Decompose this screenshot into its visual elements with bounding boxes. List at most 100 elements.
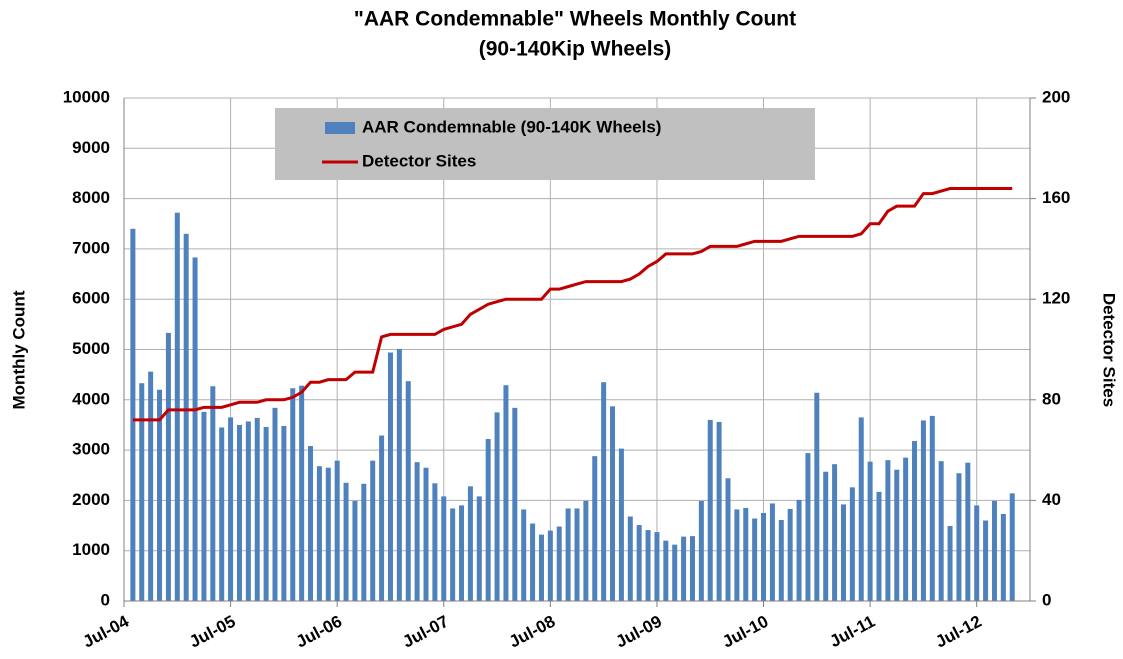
bar [814, 392, 820, 601]
bar [645, 530, 651, 601]
bar [157, 389, 163, 601]
bar [991, 500, 997, 601]
bar [769, 503, 775, 601]
bar [752, 518, 758, 601]
bar [245, 421, 251, 601]
bar [689, 536, 695, 601]
bar [725, 478, 731, 601]
bar [903, 457, 909, 601]
bar [974, 505, 980, 601]
chart-subtitle: (90-140Kip Wheels) [479, 38, 672, 61]
bar [681, 536, 687, 601]
bar [592, 456, 598, 601]
bar [823, 471, 829, 601]
legend-box [275, 108, 815, 180]
bar [467, 486, 473, 601]
bar [840, 504, 846, 601]
bar [512, 407, 518, 601]
bar [299, 385, 305, 601]
x-tick-label: Jul-11 [827, 612, 878, 651]
bar [778, 520, 784, 601]
chart-title: "AAR Condemnable" Wheels Monthly Count [354, 8, 796, 31]
bar [379, 435, 385, 601]
legend-swatch [325, 122, 355, 134]
bar [663, 540, 669, 601]
y-axis-label: Monthly Count [9, 290, 28, 409]
bar [308, 446, 314, 601]
bar [325, 467, 331, 601]
bar [370, 460, 376, 601]
bar [547, 530, 553, 601]
bar [316, 466, 322, 601]
y2-tick-label: 160 [1042, 188, 1070, 207]
y2-tick-label: 80 [1042, 389, 1061, 408]
x-tick-label: Jul-12 [932, 612, 984, 652]
y2-axis-label: Detector Sites [1100, 293, 1119, 407]
bar [610, 406, 616, 601]
bar [432, 483, 438, 601]
bar [219, 427, 225, 601]
y-tick-label: 10000 [63, 87, 110, 106]
bar [965, 462, 971, 601]
y-tick-label: 9000 [72, 138, 110, 157]
y-tick-label: 5000 [72, 339, 110, 358]
y2-tick-label: 40 [1042, 490, 1061, 509]
bar [556, 526, 562, 601]
bar [947, 526, 953, 601]
y-tick-label: 8000 [72, 188, 110, 207]
bar [761, 512, 767, 601]
bar [396, 348, 402, 601]
bar [583, 500, 589, 601]
bar [485, 439, 491, 601]
y2-tick-label: 120 [1042, 289, 1070, 308]
bar [236, 424, 242, 601]
bar [228, 417, 234, 601]
bar [832, 464, 838, 601]
bar [148, 371, 154, 601]
x-tick-label: Jul-09 [613, 612, 665, 652]
bar [530, 523, 536, 601]
bar [805, 453, 811, 601]
bar [743, 507, 749, 601]
x-tick-label: Jul-10 [719, 612, 771, 652]
bar [574, 508, 580, 601]
bar [405, 381, 411, 601]
bar [636, 525, 642, 601]
bar [441, 496, 447, 601]
legend: AAR Condemnable (90-140K Wheels) Detector… [275, 108, 815, 180]
bar [849, 487, 855, 601]
bar [263, 426, 269, 601]
bar [387, 352, 393, 601]
x-tick-label: Jul-06 [293, 612, 345, 652]
bar [698, 500, 704, 601]
bar [885, 460, 891, 601]
bar [494, 412, 500, 601]
y-tick-label: 1000 [72, 540, 110, 559]
bar [929, 415, 935, 601]
bar [272, 407, 278, 601]
line [132, 187, 1013, 422]
bar [352, 500, 358, 601]
bar [201, 411, 207, 601]
bar [450, 508, 456, 601]
bar [183, 233, 189, 601]
bar [521, 509, 527, 601]
bar [334, 460, 340, 601]
bar [734, 509, 740, 601]
bar [796, 499, 802, 601]
bar [654, 532, 660, 601]
y-tick-label: 0 [101, 590, 110, 609]
bar [139, 383, 145, 601]
bar [130, 228, 136, 601]
legend-label: AAR Condemnable (90-140K Wheels) [362, 117, 661, 136]
bar [672, 544, 678, 601]
bar [210, 386, 216, 601]
legend-label: Detector Sites [362, 151, 476, 170]
bar [192, 257, 198, 601]
bar [343, 482, 349, 601]
bar [565, 508, 571, 601]
bar [956, 473, 962, 601]
y-tick-label: 3000 [72, 440, 110, 459]
